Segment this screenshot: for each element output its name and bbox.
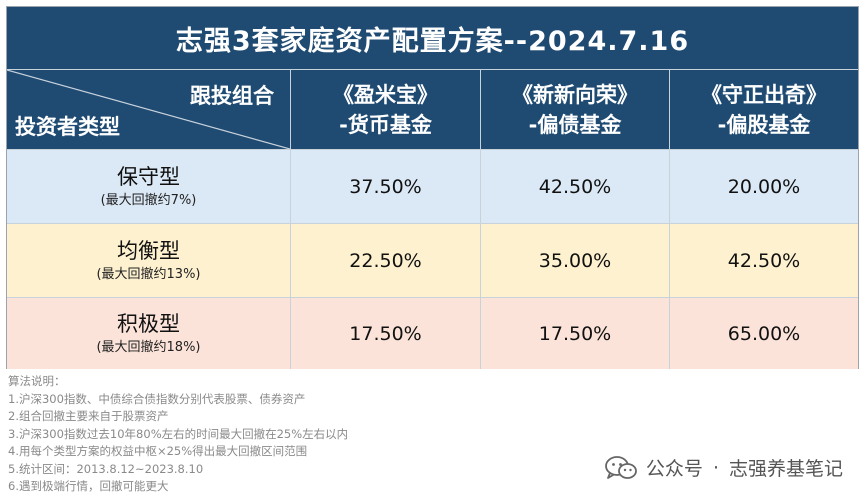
table-row-conservative: 保守型 (最大回撤约7%) 37.50% 42.50% 20.00% [7, 149, 858, 223]
allocation-value: 37.50% [291, 150, 481, 223]
fund-name: 《盈米宝》 [333, 82, 438, 107]
methodology-notes: 算法说明： 1.沪深300指数、中债综合债指数分别代表股票、债券资产 2.组合回… [8, 373, 348, 496]
allocation-value: 17.50% [291, 298, 481, 369]
max-drawdown-note: (最大回撤约7%) [100, 192, 197, 208]
investor-type-name: 均衡型 [117, 238, 180, 263]
investor-type-name: 积极型 [117, 311, 180, 336]
header-row: 跟投组合 投资者类型 《盈米宝》 -货币基金 《新新向荣》 -偏债基金 《守正出… [7, 70, 858, 149]
table-row-aggressive: 积极型 (最大回撤约18%) 17.50% 17.50% 65.00% [7, 297, 858, 369]
header-fund-bond: 《新新向荣》 -偏债基金 [481, 70, 670, 149]
watermark-separator: · [712, 456, 719, 479]
header-fund-equity: 《守正出奇》 -偏股基金 [670, 70, 858, 149]
note-line: 5.统计区间：2013.8.12~2023.8.10 [8, 461, 204, 476]
corner-portfolio-label: 跟投组合 [190, 84, 274, 108]
header-fund-money: 《盈米宝》 -货币基金 [291, 70, 481, 149]
allocation-value: 17.50% [481, 298, 670, 369]
allocation-table: 志强3套家庭资产配置方案--2024.7.16 跟投组合 投资者类型 《盈米宝》… [6, 6, 859, 369]
note-line: 4.用每个类型方案的权益中枢×25%得出最大回撤区间范围 [8, 444, 308, 458]
allocation-value: 65.00% [727, 322, 801, 345]
fund-name: 《守正出奇》 [701, 82, 827, 107]
max-drawdown-note: (最大回撤约13%) [96, 266, 201, 282]
watermark-label: 公众号 [645, 458, 703, 480]
note-line: 2.组合回撤主要来自于股票资产 [8, 409, 169, 423]
corner-investor-type-label: 投资者类型 [15, 115, 120, 139]
allocation-value: 35.00% [481, 224, 670, 297]
allocation-value: 22.50% [291, 224, 481, 297]
fund-name: 《新新向荣》 [512, 82, 638, 107]
watermark-account-name: 志强养基笔记 [728, 458, 843, 480]
investor-type-cell: 积极型 (最大回撤约18%) [7, 298, 291, 369]
investor-type-name: 保守型 [117, 164, 180, 189]
fund-category: -货币基金 [339, 112, 432, 137]
fund-category: -偏债基金 [528, 112, 622, 137]
wechat-icon [605, 455, 637, 479]
max-drawdown-note: (最大回撤约18%) [96, 339, 201, 355]
investor-type-cell: 保守型 (最大回撤约7%) [7, 150, 291, 223]
table-title: 志强3套家庭资产配置方案--2024.7.16 [7, 7, 858, 70]
corner-header-cell: 跟投组合 投资者类型 [7, 70, 291, 149]
note-line: 3.沪深300指数过去10年80%左右的时间最大回撤在25%左右以内 [8, 426, 349, 441]
note-line: 算法说明： [8, 374, 66, 388]
allocation-value: 20.00% [727, 175, 801, 198]
allocation-value: 42.50% [727, 249, 801, 272]
wechat-watermark: 公众号 · 志强养基笔记 [604, 454, 843, 481]
table-row-balanced: 均衡型 (最大回撤约13%) 22.50% 35.00% 42.50% [7, 223, 858, 297]
note-line: 6.遇到极端行情，回撤可能更大 [8, 479, 169, 493]
allocation-value: 42.50% [481, 150, 670, 223]
fund-category: -偏股基金 [717, 112, 811, 137]
note-line: 1.沪深300指数、中债综合债指数分别代表股票、债券资产 [8, 391, 306, 406]
investor-type-cell: 均衡型 (最大回撤约13%) [7, 224, 291, 297]
diagonal-divider [7, 70, 290, 149]
